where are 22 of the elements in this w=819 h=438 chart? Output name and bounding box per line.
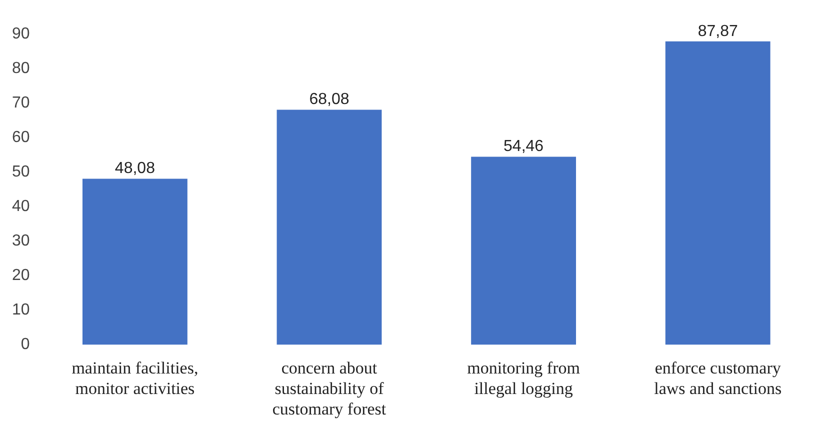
bar [276,110,382,345]
x-tick-label: monitoring from illegal logging [467,358,580,398]
x-tick-label: concern about sustainability of customary forest [272,358,386,418]
bar [665,41,770,345]
y-tick-label: 0 [20,336,30,354]
data-label: 68,08 [309,91,350,108]
data-label: 54,46 [504,138,544,156]
x-tick-label: maintain facilities, monitor activities [72,358,198,398]
bar [471,156,576,345]
y-tick-label: 40 [12,198,30,216]
bar [82,178,188,345]
y-tick-label: 10 [12,302,30,319]
y-tick-label: 30 [12,232,30,250]
y-tick-label: 90 [12,25,30,42]
y-tick-label: 50 [12,164,30,181]
y-tick-label: 20 [12,267,30,284]
data-label: 48,08 [114,160,156,178]
x-tick-label: enforce customary laws and sanctions [654,358,782,398]
y-tick-label: 60 [12,129,30,146]
y-tick-label: 80 [12,60,30,77]
data-label: 87,87 [698,22,738,40]
y-tick-label: 70 [12,94,30,112]
